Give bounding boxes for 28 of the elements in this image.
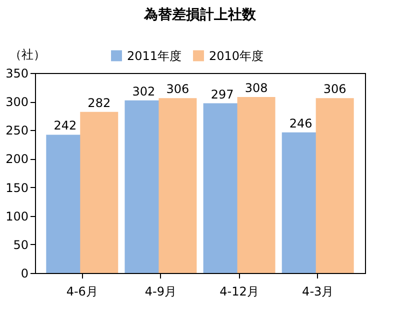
data-label: 282 [88,96,111,110]
data-label: 306 [166,82,190,96]
y-tick-label: 250 [6,124,28,138]
y-tick-label: 50 [13,238,28,252]
data-label: 308 [244,81,268,95]
chart-title: 為替差損計上社数 [143,7,257,23]
y-axis-title: （社） [10,48,46,62]
y-tick-label: 150 [6,180,28,195]
data-label: 306 [323,82,346,96]
legend-label: 2010年度 [209,48,264,63]
bar [237,97,276,273]
data-label: 302 [132,84,156,98]
y-tick-label: 100 [6,209,28,224]
data-label: 246 [289,116,312,130]
x-tick-label: 4-6月 [66,284,98,298]
x-tick-label: 4-3月 [302,284,334,298]
y-tick-label: 300 [6,95,28,110]
bar [158,98,197,273]
bar [316,98,354,273]
x-tick-label: 4-12月 [220,284,259,298]
y-tick-label: 0 [20,266,28,280]
data-label: 242 [54,118,77,133]
bar [80,112,118,273]
y-tick-label: 350 [6,66,28,80]
data-label: 297 [210,87,234,102]
x-tick-label: 4-9月 [144,284,177,298]
legend-label: 2011年度 [127,48,182,63]
y-tick-label: 200 [6,152,28,166]
